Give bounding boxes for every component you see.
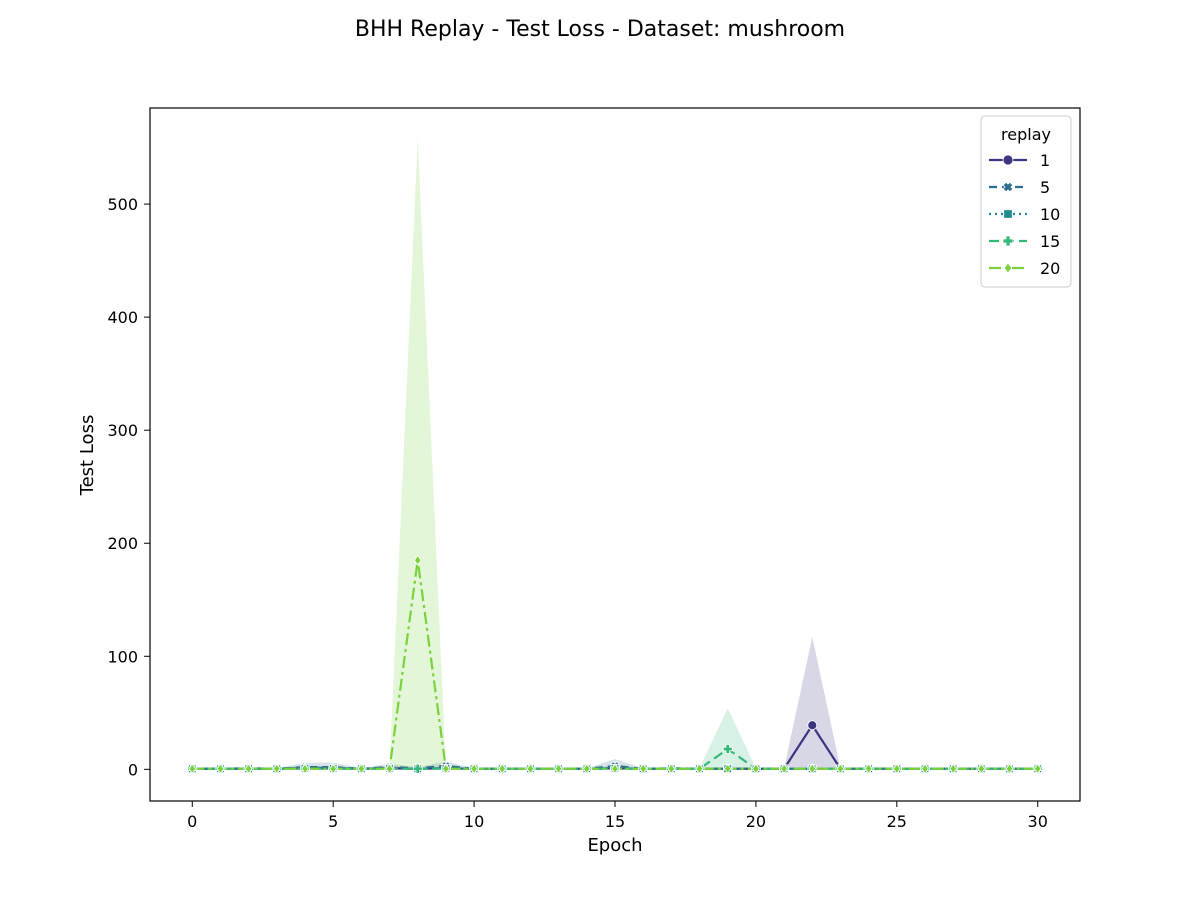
point-series-20 [385, 763, 394, 774]
point-series-20 [611, 763, 619, 774]
point-series-20 [836, 763, 845, 774]
band-series-1 [192, 637, 1038, 770]
legend-marker [1002, 181, 1014, 193]
point-series-20 [216, 763, 225, 774]
confidence-bands [192, 138, 1038, 770]
y-axis-ticks: 0 100 200 300 400 500 [107, 195, 150, 779]
legend-marker [1002, 154, 1014, 166]
point-series-20 [808, 763, 817, 774]
point-series-20 [582, 763, 591, 774]
point-series-20 [1033, 763, 1042, 774]
series-lines [192, 559, 1038, 770]
point-series-20 [667, 763, 676, 774]
legend-marker [1003, 262, 1013, 274]
legend-title: replay [1001, 125, 1051, 144]
point-series-20 [639, 763, 648, 774]
plot-frame [149, 107, 1081, 802]
point-series-20 [413, 555, 422, 566]
point-series-20 [949, 763, 958, 774]
x-tick-label: 5 [328, 812, 338, 831]
legend-label: 10 [1040, 205, 1060, 224]
line-series-20 [192, 559, 1038, 770]
point-series-20 [244, 763, 253, 774]
y-tick-label: 0 [128, 760, 138, 779]
legend-item-20: 20 [989, 259, 1060, 278]
point-series-1 [807, 720, 818, 731]
legend-label: 15 [1040, 232, 1060, 251]
point-series-15 [412, 763, 423, 774]
legend-marker [1003, 209, 1013, 219]
legend-label: 20 [1040, 259, 1060, 278]
chart-title: BHH Replay - Test Loss - Dataset: mushro… [355, 17, 845, 42]
point-series-20 [470, 763, 478, 774]
legend-label: 1 [1040, 151, 1050, 170]
x-tick-label: 0 [187, 812, 197, 831]
point-series-20 [723, 763, 732, 774]
point-series-20 [752, 763, 760, 774]
y-tick-label: 100 [107, 647, 138, 666]
point-series-20 [977, 763, 986, 774]
point-series-20 [329, 763, 338, 774]
point-series-20 [442, 763, 450, 774]
x-axis-label: Epoch [587, 835, 642, 856]
x-tick-label: 20 [746, 812, 766, 831]
legend-item-1: 1 [989, 151, 1050, 170]
series-markers [187, 555, 1043, 774]
x-tick-label: 25 [887, 812, 907, 831]
point-series-20 [864, 763, 873, 774]
legend-item-15: 15 [989, 232, 1060, 251]
y-tick-label: 400 [107, 308, 138, 327]
x-axis-ticks: 0 5 10 15 20 25 30 [187, 801, 1048, 831]
x-tick-label: 30 [1028, 812, 1048, 831]
point-series-20 [780, 763, 788, 774]
point-series-20 [1005, 763, 1014, 774]
legend-marker [1002, 235, 1014, 247]
point-series-20 [357, 763, 366, 774]
x-tick-label: 15 [605, 812, 625, 831]
y-tick-label: 200 [107, 534, 138, 553]
point-series-20 [498, 763, 507, 774]
y-axis-label: Test Loss [77, 415, 98, 497]
x-tick-label: 10 [464, 812, 484, 831]
point-series-20 [695, 763, 704, 774]
point-series-20 [301, 763, 309, 774]
legend-item-10: 10 [989, 205, 1060, 224]
point-series-20 [188, 763, 197, 774]
legend-item-5: 5 [989, 178, 1050, 197]
point-series-20 [526, 763, 535, 774]
band-series-20 [192, 138, 1038, 770]
point-series-20 [554, 763, 563, 774]
point-series-15 [722, 744, 733, 754]
y-tick-label: 300 [107, 421, 138, 440]
point-series-20 [892, 763, 901, 774]
point-series-20 [921, 763, 929, 774]
y-tick-label: 500 [107, 195, 138, 214]
point-series-20 [272, 763, 281, 774]
legend-label: 5 [1040, 178, 1050, 197]
